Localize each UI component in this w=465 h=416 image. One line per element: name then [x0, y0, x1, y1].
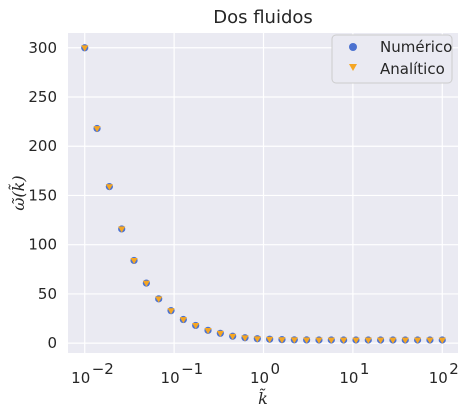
x-tick-label: 10 [339, 369, 358, 387]
y-tick-label: 100 [28, 236, 57, 254]
y-tick-labels: 0 50 100 150 200 250 300 [28, 39, 57, 352]
y-tick-label: 50 [38, 285, 57, 303]
chart-title: Dos fluidos [213, 7, 313, 28]
analitico-point [81, 45, 89, 52]
analitico-point [142, 280, 150, 287]
x-tick-exponent: −2 [92, 360, 114, 378]
x-tick-exponent: 1 [360, 360, 370, 378]
analitico-point [253, 336, 261, 343]
analitico-point [414, 337, 422, 344]
analitico-point [216, 330, 224, 337]
legend: Numérico Analítico [331, 34, 453, 84]
data-marks [81, 44, 446, 344]
analitico-point [278, 337, 286, 344]
analitico-point [93, 126, 101, 133]
x-tick-labels: 10 −2 10 −1 10 0 10 1 10 2 [71, 360, 459, 387]
analitico-point [290, 337, 298, 344]
analitico-point [426, 337, 434, 344]
analitico-point [389, 337, 397, 344]
y-axis-title: ω̃(k̃) [8, 175, 28, 210]
x-tick-label: 10 [71, 369, 90, 387]
x-tick-exponent: −1 [181, 360, 203, 378]
y-tick-label: 150 [28, 186, 57, 204]
legend-label-numerico: Numérico [380, 38, 452, 56]
analitico-point [315, 337, 323, 344]
analitico-point [364, 337, 372, 344]
x-tick-exponent: 0 [270, 360, 280, 378]
legend-label-analitico: Analítico [380, 60, 445, 78]
x-axis-title: k̃ [258, 388, 268, 408]
analitico-point [130, 258, 138, 265]
analitico-point [155, 296, 163, 303]
analitico-point [105, 184, 113, 191]
analitico-point [192, 323, 200, 330]
analitico-point [266, 336, 274, 343]
legend-box [331, 34, 453, 84]
y-tick-label: 300 [28, 39, 57, 57]
analitico-point [229, 333, 237, 340]
analitico-point [340, 337, 348, 344]
x-tick-label: 10 [250, 369, 269, 387]
analitico-point [179, 317, 187, 324]
analitico-point [167, 308, 175, 315]
analitico-point [241, 335, 249, 342]
x-tick-exponent: 2 [449, 360, 459, 378]
y-tick-label: 250 [28, 88, 57, 106]
y-tick-label: 0 [47, 334, 57, 352]
analitico-point [352, 337, 360, 344]
legend-marker-numerico [349, 43, 357, 51]
analitico-point [204, 327, 212, 334]
analitico-point [377, 337, 385, 344]
analitico-point [438, 337, 446, 344]
analitico-point [327, 337, 335, 344]
analitico-point [118, 226, 126, 233]
legend-marker-analitico [349, 64, 357, 71]
y-tick-label: 200 [28, 137, 57, 155]
x-tick-label: 10 [429, 369, 448, 387]
analitico-point [401, 337, 409, 344]
x-tick-label: 10 [161, 369, 180, 387]
grid-lines [68, 33, 458, 353]
analitico-point [303, 337, 311, 344]
